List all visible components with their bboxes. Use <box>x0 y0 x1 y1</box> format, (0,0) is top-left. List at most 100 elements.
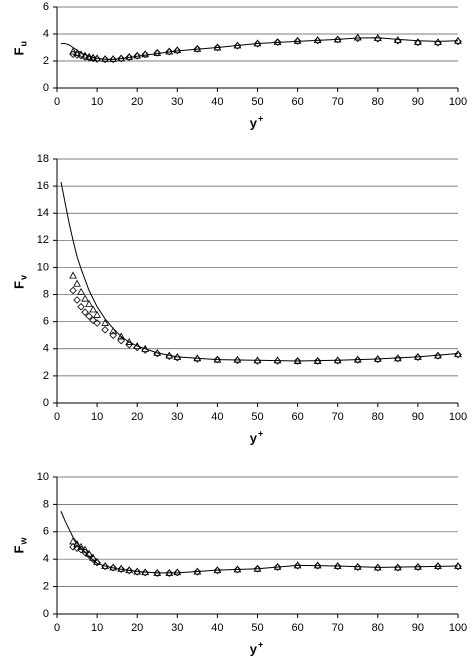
diamond-marker <box>454 562 462 571</box>
x-tick-label: 100 <box>449 622 467 634</box>
triangle-marker <box>153 568 162 576</box>
x-axis-title: y <box>250 641 258 656</box>
y-tick-label: 6 <box>43 1 49 13</box>
y-tick-label: 8 <box>43 498 49 510</box>
triangle-marker <box>213 355 222 363</box>
y-tick-label: 14 <box>37 207 49 219</box>
triangle-marker <box>125 52 134 60</box>
diamond-marker <box>173 46 182 55</box>
triangle-marker <box>434 562 442 570</box>
triangle-marker <box>293 561 302 569</box>
diamond-marker <box>101 55 109 64</box>
diamond-marker <box>414 353 422 361</box>
diamond-marker <box>77 545 85 554</box>
diamond-marker <box>77 302 85 311</box>
y-axis-title-main: F <box>11 545 26 553</box>
diamond-marker <box>193 568 202 576</box>
x-tick-label: 80 <box>372 411 384 423</box>
triangle-marker <box>233 355 242 363</box>
diamond-marker <box>133 52 141 60</box>
x-tick-label: 10 <box>91 411 103 423</box>
triangle-marker <box>313 356 322 364</box>
y-axis-title-sub: v <box>18 275 28 280</box>
triangle-marker <box>165 47 174 55</box>
diamond-marker <box>141 50 149 59</box>
triangle-marker <box>414 38 422 46</box>
y-axis-title: Fv <box>11 275 28 289</box>
triangle-marker <box>434 38 442 46</box>
y-tick-label: 0 <box>43 608 49 620</box>
diamond-marker <box>69 286 77 295</box>
triangle-marker <box>393 36 402 44</box>
diamond-marker <box>333 562 342 571</box>
y-tick-label: 2 <box>43 370 49 382</box>
triangle-marker <box>213 43 222 51</box>
y-tick-label: 0 <box>43 397 49 409</box>
triangle-marker <box>373 563 382 571</box>
triangle-marker <box>333 356 342 364</box>
triangle-marker <box>77 542 85 550</box>
triangle-marker <box>69 271 77 279</box>
diamond-marker <box>73 544 81 553</box>
y-tick-label: 4 <box>43 553 49 565</box>
x-tick-label: 30 <box>171 622 183 634</box>
triangle-marker <box>141 568 150 576</box>
y-tick-label: 10 <box>37 261 49 273</box>
y-axis-title-main: F <box>11 281 26 289</box>
triangle-marker <box>101 562 109 570</box>
diamond-marker <box>125 53 133 61</box>
diamond-marker <box>414 38 422 47</box>
triangle-marker <box>73 279 81 287</box>
triangle-marker <box>414 562 422 570</box>
diamond-marker <box>333 356 342 365</box>
triangle-marker <box>117 54 126 62</box>
triangle-marker <box>77 287 85 295</box>
x-tick-label: 40 <box>211 622 223 634</box>
diamond-marker <box>69 543 77 551</box>
x-tick-label: 0 <box>54 96 60 108</box>
diamond-marker <box>213 43 222 52</box>
data-line <box>60 511 459 574</box>
diamond-marker <box>454 37 462 46</box>
triangle-marker <box>193 567 202 575</box>
triangle-marker <box>93 310 101 318</box>
x-tick-label: 50 <box>251 411 263 423</box>
diamond-marker <box>81 548 89 557</box>
diamond-marker <box>374 34 382 43</box>
diamond-marker <box>77 51 85 60</box>
diamond-marker <box>434 562 442 571</box>
triangle-marker <box>454 36 462 44</box>
triangle-marker <box>273 356 282 364</box>
diamond-marker <box>125 566 133 575</box>
x-tick-label: 90 <box>412 96 424 108</box>
triangle-marker <box>213 566 222 574</box>
triangle-marker <box>173 352 182 360</box>
triangle-marker <box>85 300 93 308</box>
x-tick-label: 50 <box>251 622 263 634</box>
triangle-marker <box>133 567 142 575</box>
x-tick-label: 80 <box>372 96 384 108</box>
triangle-marker <box>73 540 81 548</box>
triangle-marker <box>81 294 89 302</box>
diamond-marker <box>293 37 302 45</box>
x-axis-title: y <box>250 115 258 130</box>
triangle-marker <box>193 44 202 52</box>
diamond-marker <box>85 551 93 559</box>
triangle-marker <box>293 356 302 364</box>
diamond-marker <box>133 568 141 576</box>
triangle-marker <box>373 354 382 362</box>
x-tick-label: 60 <box>291 96 303 108</box>
triangle-marker <box>414 352 422 360</box>
x-tick-label: 30 <box>171 411 183 423</box>
triangle-marker <box>109 563 118 571</box>
diamond-marker <box>153 49 162 57</box>
diamond-marker <box>374 355 382 364</box>
triangle-marker <box>117 332 126 340</box>
x-tick-label: 50 <box>251 96 263 108</box>
diamond-marker <box>353 563 362 571</box>
triangle-marker <box>273 562 282 570</box>
diamond-marker <box>193 355 202 363</box>
x-tick-label: 40 <box>211 96 223 108</box>
data-line <box>60 181 459 362</box>
